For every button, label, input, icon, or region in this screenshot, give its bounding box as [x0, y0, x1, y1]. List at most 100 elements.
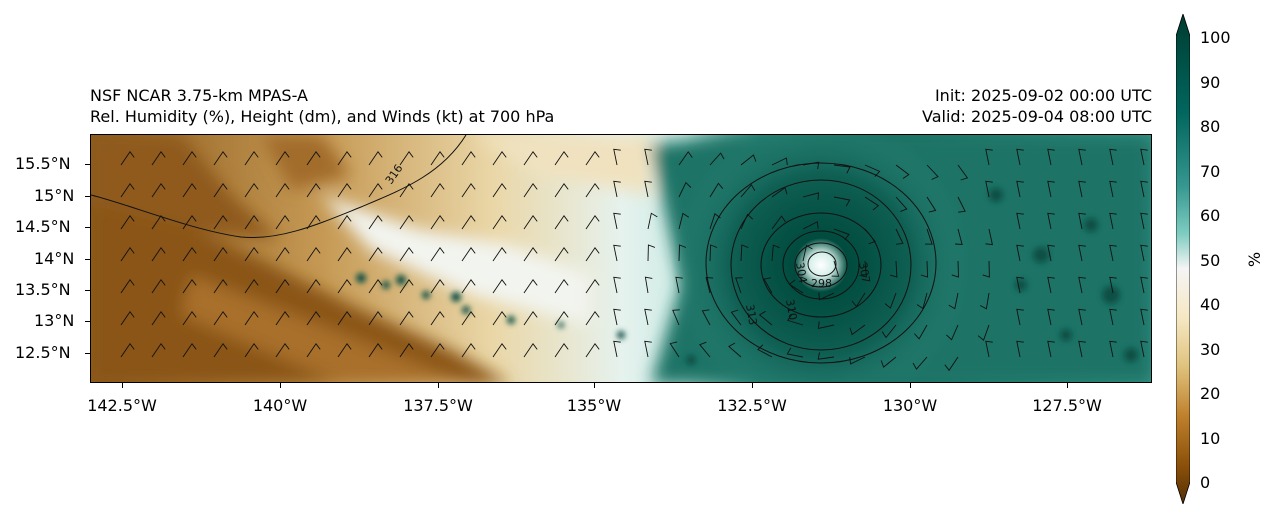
wind-barb: [275, 311, 290, 326]
wind-barb: [120, 183, 135, 198]
wind-barb: [763, 277, 773, 294]
wind-barb: [1016, 308, 1024, 326]
wind-barb: [120, 343, 135, 358]
wind-barb: [647, 244, 656, 262]
wind-barb: [1109, 180, 1117, 198]
colorbar-tick: 20: [1200, 384, 1221, 403]
wind-barb: [644, 148, 652, 166]
wind-barb: [368, 279, 383, 294]
colorbar: [1176, 14, 1190, 504]
wind-barb: [771, 244, 780, 262]
wind-barb: [1109, 148, 1117, 166]
wind-barb: [399, 215, 414, 230]
wind-barb: [492, 215, 507, 230]
wind-barb: [1016, 340, 1024, 358]
wind-barb: [1078, 340, 1086, 358]
wind-barb: [699, 341, 711, 358]
wind-barb: [120, 279, 135, 294]
wind-barb: [368, 151, 383, 166]
wind-barb: [1047, 244, 1055, 262]
wind-barb: [859, 260, 867, 278]
wind-barb: [895, 196, 908, 213]
wind-barb: [613, 148, 621, 166]
wind-barb: [1078, 212, 1086, 230]
lat-label: 13.5°N: [15, 280, 71, 299]
wind-barb: [554, 311, 569, 326]
wind-barb: [1109, 212, 1117, 230]
lat-tick: [85, 259, 90, 260]
wind-barb: [337, 183, 352, 198]
wind-barb: [275, 279, 290, 294]
wind-barb: [1016, 148, 1024, 166]
wind-barb: [851, 292, 866, 308]
wind-barb: [244, 343, 259, 358]
contour-label: 304: [793, 261, 809, 284]
wind-barb: [337, 311, 352, 326]
wind-barb: [1078, 308, 1086, 326]
map-panel: 316 313 310 307 304 298: [90, 134, 1152, 383]
lat-label: 14.5°N: [15, 217, 71, 236]
wind-barb: [802, 221, 819, 230]
wind-barb: [585, 343, 600, 358]
wind-barb: [1140, 212, 1148, 230]
wind-barb: [585, 247, 600, 262]
wind-barb: [182, 151, 197, 166]
wind-barb: [182, 311, 197, 326]
wind-barb: [151, 215, 166, 230]
wind-barb: [1109, 340, 1117, 358]
wind-barb: [368, 343, 383, 358]
wind-barb: [771, 157, 788, 166]
wind-barb: [120, 215, 135, 230]
model-title: NSF NCAR 3.75-km MPAS-A: [90, 86, 308, 105]
wind-barb: [430, 215, 445, 230]
wind-barb: [925, 228, 933, 245]
wind-barb: [818, 292, 835, 301]
wind-barb: [955, 228, 963, 245]
wind-barb: [523, 151, 538, 166]
wind-barb: [771, 215, 786, 230]
wind-barb: [585, 183, 600, 198]
colorbar-tick: 10: [1200, 429, 1221, 448]
wind-barb: [701, 309, 711, 326]
lat-tick: [85, 227, 90, 228]
colorbar-tick: 100: [1200, 28, 1231, 47]
wind-barb: [1078, 148, 1086, 166]
wind-barb: [430, 279, 445, 294]
wind-barb: [740, 184, 756, 198]
lat-label: 13°N: [34, 311, 75, 330]
wind-barb: [151, 311, 166, 326]
wind-barb: [244, 151, 259, 166]
colorbar-tick: 0: [1200, 473, 1211, 492]
lat-tick: [85, 353, 90, 354]
wind-barb: [120, 311, 135, 326]
wind-barb: [430, 311, 445, 326]
wind-barb: [728, 342, 742, 358]
wind-barb: [849, 324, 866, 336]
wind-barb: [613, 212, 621, 230]
wind-barb: [585, 311, 600, 326]
humidity-map: 316 313 310 307 304 298: [91, 135, 1151, 382]
wind-barb: [613, 180, 621, 198]
lon-label: 135°W: [566, 396, 622, 415]
wind-barb: [757, 344, 773, 358]
wind-barb: [430, 247, 445, 262]
wind-barbs: [120, 148, 1148, 372]
wind-barb: [985, 228, 993, 246]
lon-tick: [280, 383, 281, 388]
lon-label: 137.5°W: [403, 396, 473, 415]
wind-barb: [492, 183, 507, 198]
wind-barb: [912, 356, 928, 370]
wind-barb: [644, 340, 652, 358]
wind-barb: [213, 183, 228, 198]
lon-label: 127.5°W: [1032, 396, 1102, 415]
wind-barb: [740, 213, 754, 230]
wind-barb: [1140, 148, 1148, 166]
wind-barb: [523, 343, 538, 358]
wind-barb: [182, 343, 197, 358]
wind-barb: [492, 151, 507, 166]
lon-label: 130°W: [882, 396, 938, 415]
wind-barb: [430, 183, 445, 198]
wind-barb: [399, 151, 414, 166]
wind-barb: [523, 279, 538, 294]
wind-barb: [523, 215, 538, 230]
